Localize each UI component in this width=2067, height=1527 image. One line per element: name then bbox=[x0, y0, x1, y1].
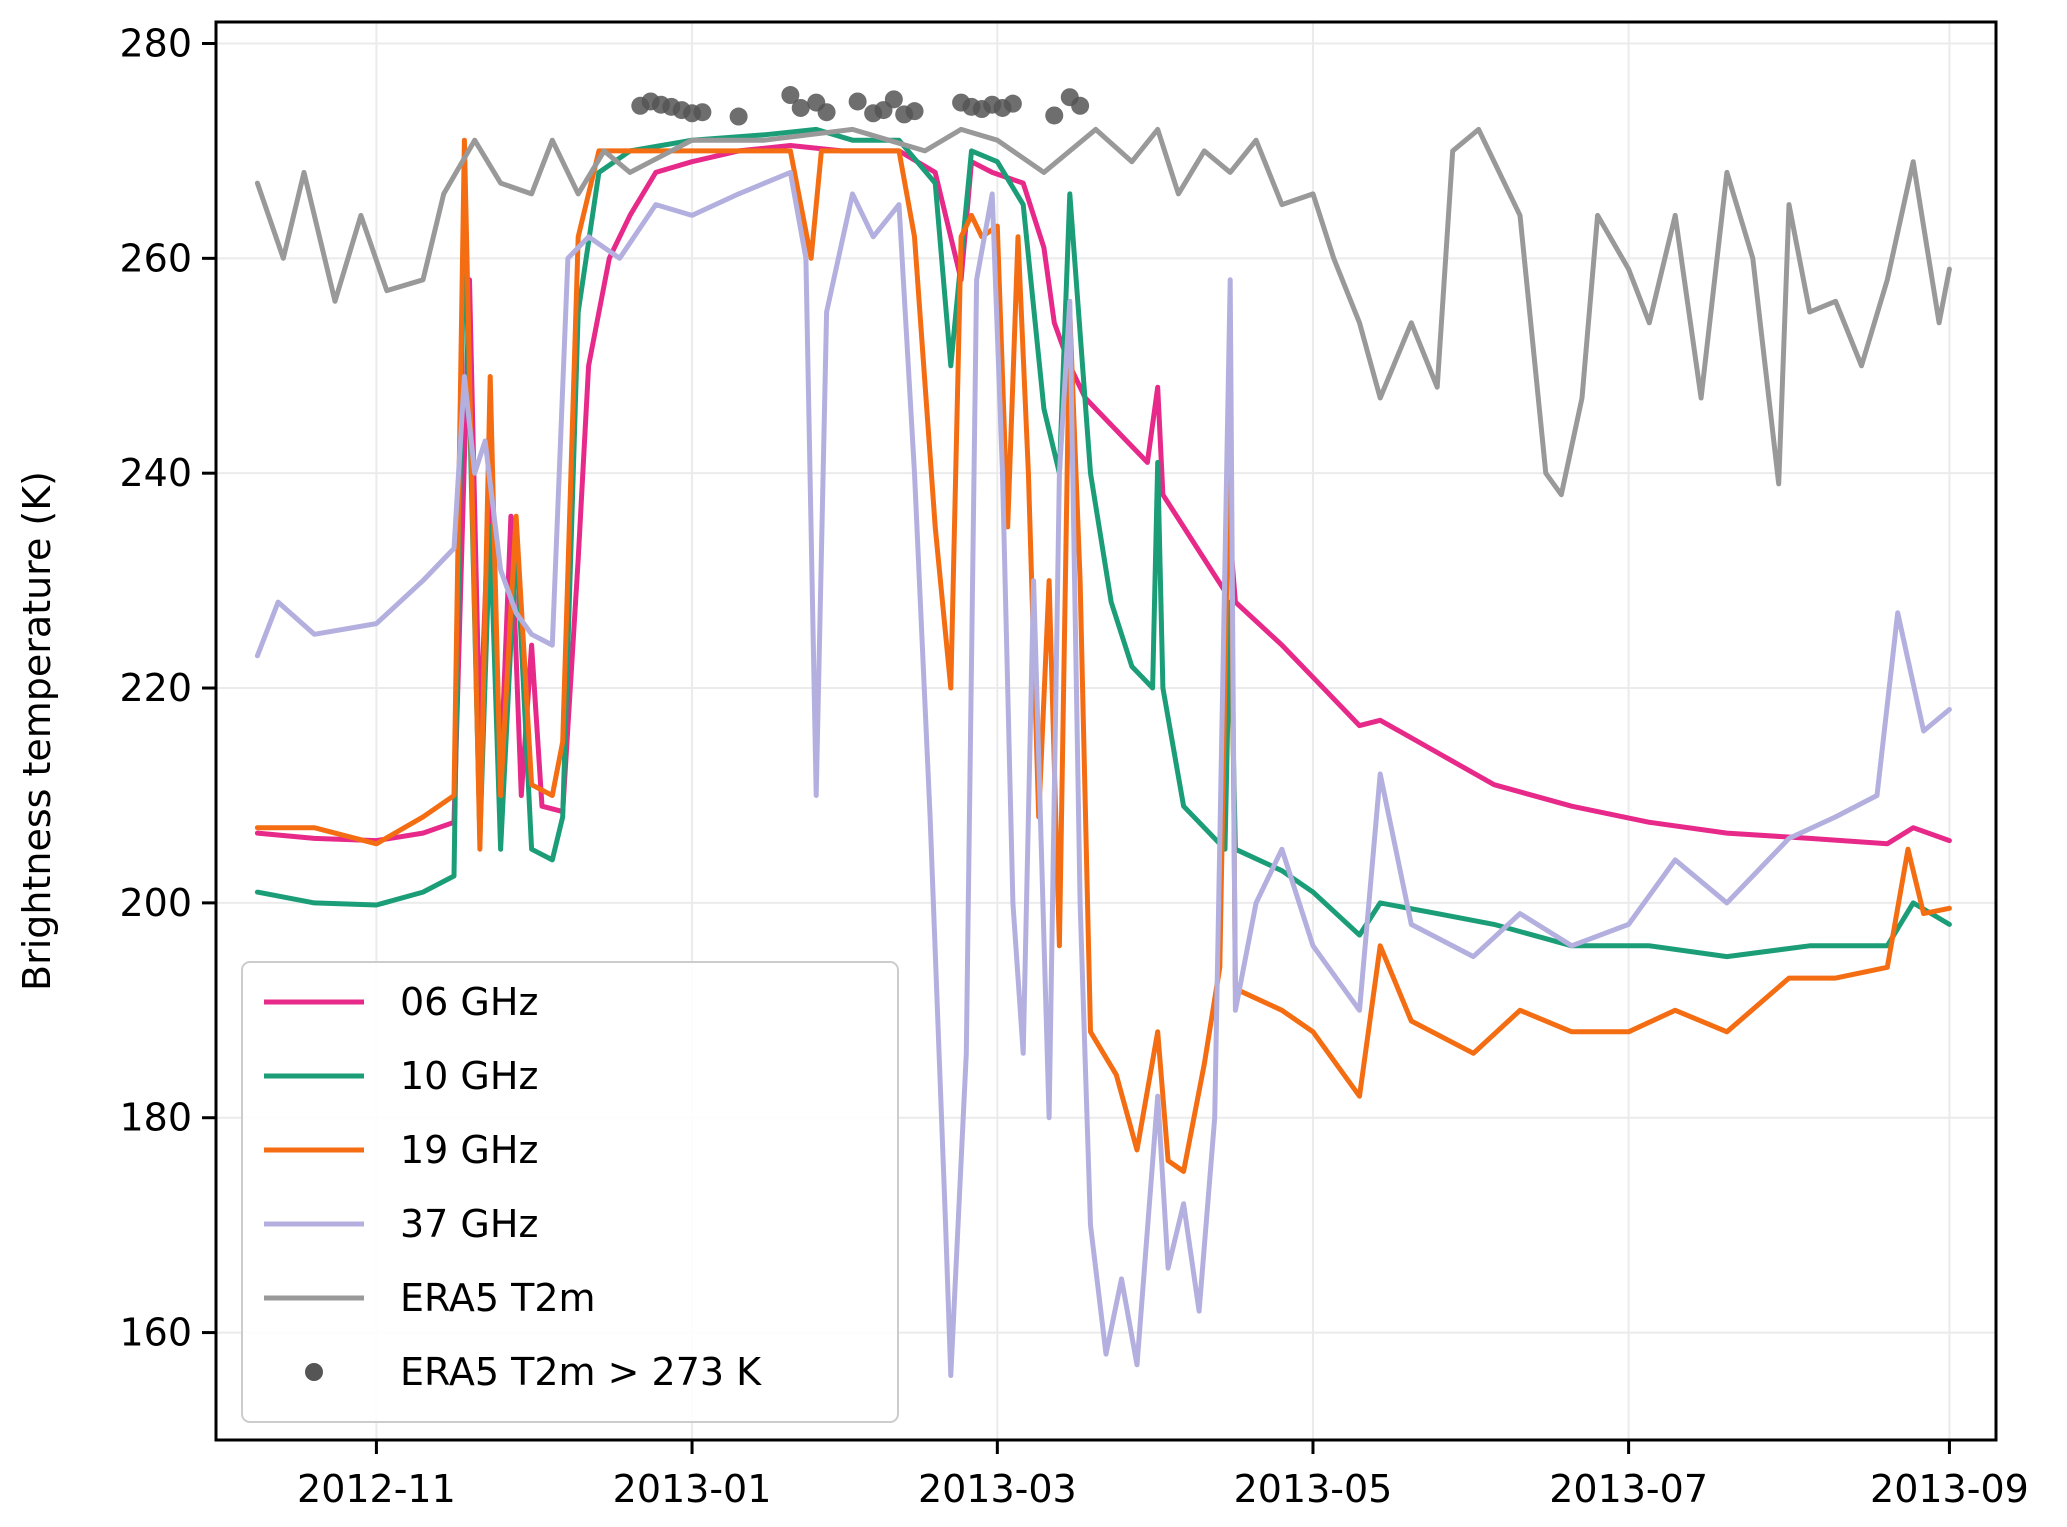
era5-warm-marker bbox=[729, 107, 748, 126]
x-tick-label: 2013-01 bbox=[613, 1467, 772, 1511]
era5-warm-marker bbox=[905, 102, 924, 121]
era5-warm-marker bbox=[1045, 106, 1064, 125]
legend-box bbox=[241, 961, 899, 1423]
legend: 06 GHz 10 GHz 19 GHz 37 GHz ERA5 T2m ERA5 T2m… bbox=[241, 961, 899, 1423]
x-tick-label: 2013-03 bbox=[918, 1467, 1077, 1511]
era5-warm-marker bbox=[848, 92, 867, 111]
y-axis-title: Brightness temperature (K) bbox=[15, 471, 59, 991]
y-tick-label: 180 bbox=[119, 1096, 192, 1140]
legend-label-37-ghz: 37 GHz bbox=[400, 1202, 538, 1246]
y-tick-label: 240 bbox=[119, 451, 192, 495]
x-axis: 2012-11 2013-01 2013-03 2013-05 2013-07 2013-… bbox=[297, 1440, 2029, 1511]
plot-frame bbox=[214, 20, 1998, 1442]
era5-warm-marker bbox=[884, 90, 903, 109]
era5-warm-marker bbox=[781, 86, 800, 105]
legend-label-06-ghz: 06 GHz bbox=[400, 980, 538, 1024]
x-tick-label: 2012-11 bbox=[297, 1467, 456, 1511]
era5-warm-marker bbox=[817, 103, 836, 122]
x-tick-label: 2013-09 bbox=[1870, 1467, 2029, 1511]
legend-label-10-ghz: 10 GHz bbox=[400, 1054, 538, 1098]
y-axis: 160 180 200 220 240 260 280 bbox=[119, 21, 216, 1355]
era5-warm-marker bbox=[791, 98, 810, 117]
series-line-37-ghz bbox=[254, 169, 1952, 1378]
legend-label-era5-t2m-273-k: ERA5 T2m > 273 K bbox=[400, 1350, 762, 1394]
era5-warm-marker bbox=[1003, 94, 1022, 113]
series-line-era5-t2m bbox=[254, 126, 1952, 498]
era5-warm-marker bbox=[693, 103, 712, 122]
y-tick-label: 260 bbox=[119, 236, 192, 280]
x-tick-label: 2013-05 bbox=[1234, 1467, 1393, 1511]
y-tick-label: 280 bbox=[119, 21, 192, 65]
legend-swatch-marker bbox=[305, 1363, 323, 1381]
y-tick-label: 200 bbox=[119, 881, 192, 925]
y-tick-label: 220 bbox=[119, 666, 192, 710]
series-layer bbox=[254, 126, 1952, 1378]
y-tick-label: 160 bbox=[119, 1311, 192, 1355]
marker-layer bbox=[631, 86, 1090, 126]
x-tick-label: 2013-07 bbox=[1549, 1467, 1708, 1511]
era5-warm-marker bbox=[1071, 96, 1090, 115]
legend-label-era5-t2m: ERA5 T2m bbox=[400, 1276, 596, 1320]
legend-label-19-ghz: 19 GHz bbox=[400, 1128, 538, 1172]
